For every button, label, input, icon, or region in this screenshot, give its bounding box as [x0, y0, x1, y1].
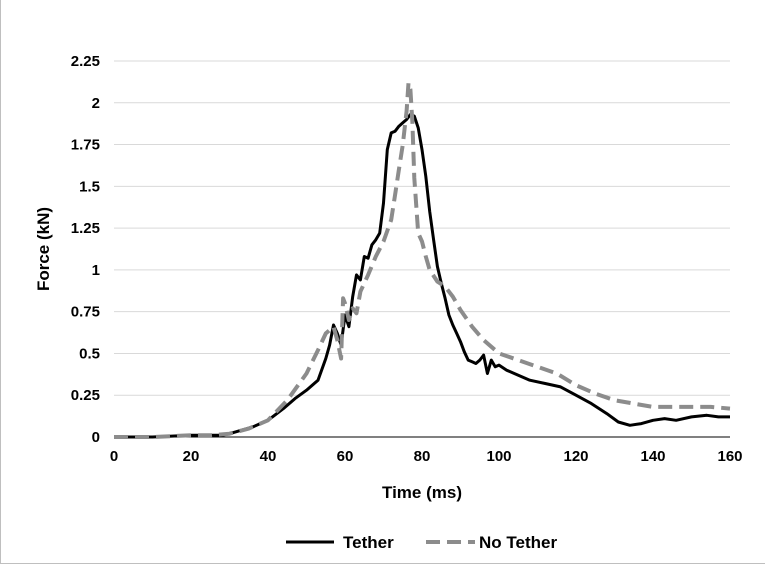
- x-axis-title: Time (ms): [382, 483, 462, 502]
- x-tick-label-80: 80: [414, 448, 431, 465]
- y-tick-labels: 0 0.25 0.5 0.75 1 1.25 1.5 1.75 2 2.25: [71, 53, 100, 446]
- y-tick-label-0: 0: [92, 429, 100, 446]
- legend: Tether No Tether: [286, 533, 557, 552]
- y-tick-label-1-25: 1.25: [71, 220, 100, 237]
- legend-label-no-tether: No Tether: [479, 533, 557, 552]
- y-axis-title: Force (kN): [34, 207, 53, 291]
- x-tick-label-120: 120: [563, 448, 588, 465]
- gridlines: [114, 60, 730, 396]
- y-tick-label-2-25: 2.25: [71, 53, 100, 70]
- y-tick-label-0-75: 0.75: [71, 304, 100, 321]
- x-tick-label-100: 100: [486, 448, 511, 465]
- series-line-no-tether: [114, 80, 731, 439]
- x-tick-label-160: 160: [717, 448, 742, 465]
- y-tick-label-1-5: 1.5: [79, 178, 100, 195]
- y-tick-label-1: 1: [92, 262, 100, 279]
- x-tick-label-0: 0: [110, 448, 118, 465]
- y-tick-label-1-75: 1.75: [71, 137, 100, 154]
- y-tick-label-0-25: 0.25: [71, 387, 100, 404]
- x-tick-label-140: 140: [640, 448, 665, 465]
- x-tick-labels: 0 20 40 60 80 100 120 140 160: [110, 448, 743, 465]
- x-tick-label-20: 20: [183, 448, 200, 465]
- legend-label-tether: Tether: [343, 533, 394, 552]
- series-lines: [114, 80, 731, 439]
- x-tick-label-60: 60: [337, 448, 354, 465]
- y-tick-label-2: 2: [92, 95, 100, 112]
- x-tick-label-40: 40: [260, 448, 277, 465]
- y-tick-label-0-5: 0.5: [79, 345, 100, 362]
- series-line-tether: [114, 113, 730, 439]
